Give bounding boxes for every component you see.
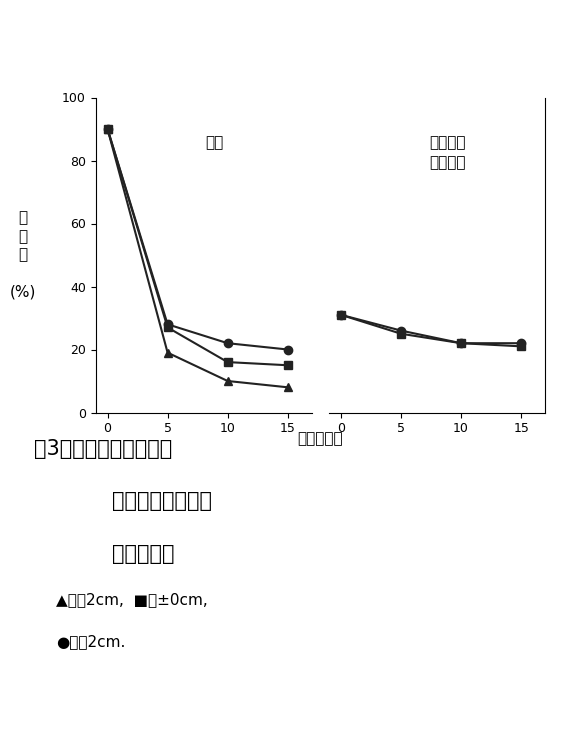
Text: 含
水
率

(%): 含 水 率 (%) bbox=[10, 210, 35, 300]
Text: 根鉢の周
囲の土壌: 根鉢の周 囲の土壌 bbox=[429, 135, 466, 170]
Text: 定植後日数: 定植後日数 bbox=[297, 431, 343, 446]
Text: ●：＋2cm.: ●：＋2cm. bbox=[56, 634, 125, 649]
Text: 根鉢: 根鉢 bbox=[205, 135, 224, 150]
Text: 下部の水分環境に: 下部の水分環境に bbox=[112, 491, 212, 512]
Text: 及ぼす影響: 及ぼす影響 bbox=[112, 544, 175, 564]
Text: ▲：－2cm,  ■：±0cm,: ▲：－2cm, ■：±0cm, bbox=[56, 592, 208, 608]
Text: 図3　植え付け深さが地: 図3 植え付け深さが地 bbox=[34, 439, 172, 459]
